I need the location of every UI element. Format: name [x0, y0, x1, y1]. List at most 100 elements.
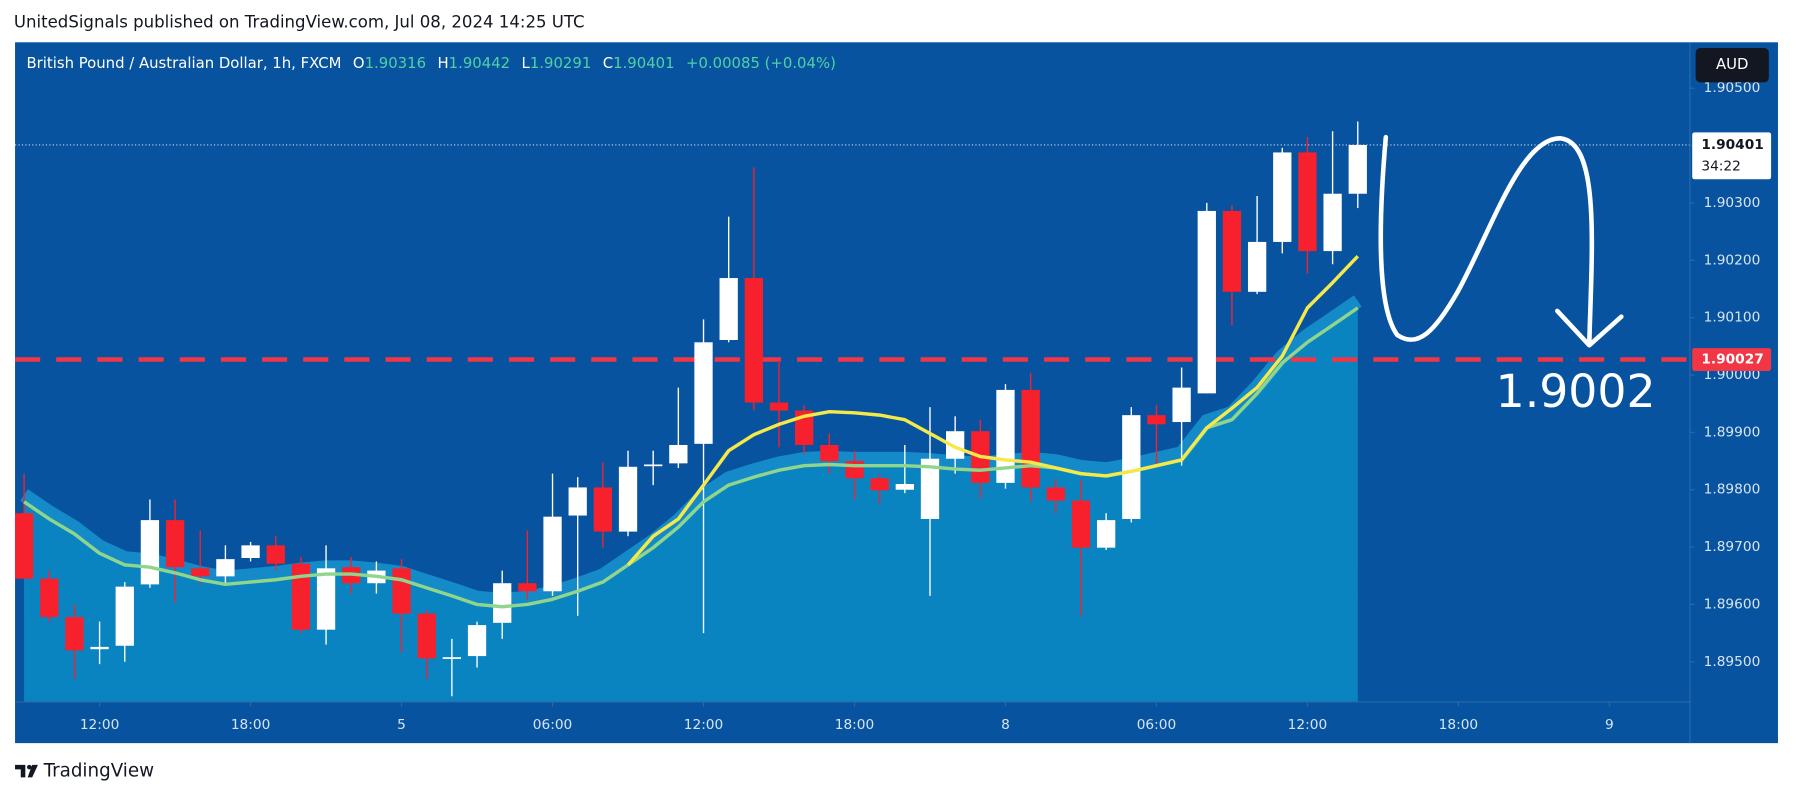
candle-body [1222, 210, 1242, 292]
candle-body [90, 646, 109, 650]
candle-body [920, 458, 940, 519]
annotation: 1.9002 [1496, 365, 1656, 418]
y-tick-label: 1.90500 [1704, 80, 1761, 96]
ohlc-value: 1.90291 [530, 54, 591, 72]
candle-body [895, 483, 914, 490]
candle-body [618, 466, 638, 532]
publish-header: UnitedSignals published on TradingView.c… [14, 12, 585, 31]
candle-body [417, 613, 436, 659]
countdown: 34:22 [1701, 159, 1741, 175]
y-tick-label: 1.89800 [1704, 482, 1761, 498]
y-tick-label: 1.90200 [1704, 252, 1761, 268]
x-tick-label: 18:00 [1439, 717, 1479, 733]
candle-body [744, 278, 763, 403]
candle-body [1172, 387, 1191, 423]
plot-area [15, 121, 1690, 702]
candle-body [1046, 487, 1065, 501]
candle-body [191, 568, 210, 577]
price-label: 1.90401 [1701, 137, 1763, 153]
tradingview-logo: TradingView [15, 761, 154, 782]
candle-body [65, 617, 84, 651]
candle-body [442, 657, 462, 659]
candle-body [1096, 520, 1116, 548]
candle-body [115, 586, 134, 646]
drawn-arrowhead [1555, 308, 1624, 348]
candle-body [845, 461, 864, 479]
y-tick-label: 1.89500 [1704, 654, 1761, 670]
footer-brand: TradingView [43, 761, 155, 782]
candle-body [165, 520, 185, 568]
x-tick-label: 06:00 [1137, 717, 1177, 733]
currency-button [1695, 48, 1769, 83]
ohlc-value: 1.90316 [365, 54, 426, 72]
indicator-area [24, 307, 1358, 702]
candle-body [669, 444, 688, 464]
x-tick-label: 12:00 [80, 717, 120, 733]
candle-body [1071, 500, 1091, 548]
y-tick-label: 1.89900 [1704, 424, 1761, 440]
candle-body [467, 625, 487, 657]
candle-body [266, 545, 285, 564]
y-tick-label: 1.89700 [1704, 539, 1761, 555]
candle-body [568, 487, 587, 516]
drawn-arrow [1378, 134, 1595, 346]
x-tick-label: 06:00 [533, 717, 573, 733]
candle-body [1197, 210, 1216, 394]
logo-mark [15, 764, 26, 778]
change: +0.00085 (+0.04%) [686, 54, 836, 72]
candle-body [15, 513, 34, 579]
plot: 1.89500 1.89600 1.89700 1.89800 1.89900 1.900… [15, 48, 1772, 733]
y-tick-label: 1.90100 [1704, 310, 1761, 326]
x-tick-label: 12:00 [1288, 717, 1328, 733]
candle-body [694, 342, 713, 444]
candle-body [593, 487, 613, 532]
level-label: 1.90027 [1701, 352, 1763, 368]
candle-body [216, 559, 235, 577]
logo-mark [27, 764, 38, 778]
candle-body [1273, 152, 1292, 242]
x-tick-label: 8 [1001, 717, 1010, 733]
candle-body [644, 464, 663, 467]
candle-body [769, 402, 789, 411]
candle-body [291, 563, 311, 630]
currency-label: AUD [1716, 55, 1748, 73]
x-tick-label: 18:00 [835, 717, 875, 733]
indicator-line [626, 255, 1360, 567]
candle-body [870, 478, 889, 491]
x-tick-label: 18:00 [231, 717, 271, 733]
candle-body [518, 583, 537, 592]
x-tick-label: 12:00 [684, 717, 724, 733]
level-label-box [1692, 348, 1772, 371]
y-tick-label: 1.90300 [1704, 195, 1761, 211]
instrument: British Pound / Australian Dollar, 1h, F… [26, 54, 341, 72]
price-label-box [1692, 132, 1772, 180]
candle-body [1348, 144, 1367, 194]
candle-body [316, 568, 336, 630]
ohlc-value: 1.90401 [613, 54, 674, 72]
candle-body [1323, 193, 1342, 252]
candle-body [140, 520, 160, 585]
ohlc-label: H [437, 54, 448, 72]
candle-body [493, 583, 512, 623]
candle-body [820, 444, 839, 462]
y-tick-label: 1.89600 [1704, 596, 1761, 612]
ohlc-value: 1.90442 [449, 54, 510, 72]
candle-body [719, 278, 738, 341]
ohlc-label: L [522, 54, 531, 72]
candle-body [392, 568, 411, 614]
ohlc-label: O [353, 54, 365, 72]
candle-body [543, 516, 562, 592]
candle-body [1247, 241, 1267, 292]
legend: British Pound / Australian Dollar, 1h, F… [26, 54, 835, 72]
x-tick-label: 9 [1605, 717, 1614, 733]
logo-mark [27, 764, 32, 770]
candle-body [241, 545, 260, 558]
candle-body [946, 431, 965, 459]
candle-body [40, 578, 59, 618]
x-tick-label: 5 [397, 717, 406, 733]
candle-body [1298, 152, 1317, 252]
y-tick-label: 1.90000 [1704, 367, 1761, 383]
candle-body [1122, 415, 1141, 519]
